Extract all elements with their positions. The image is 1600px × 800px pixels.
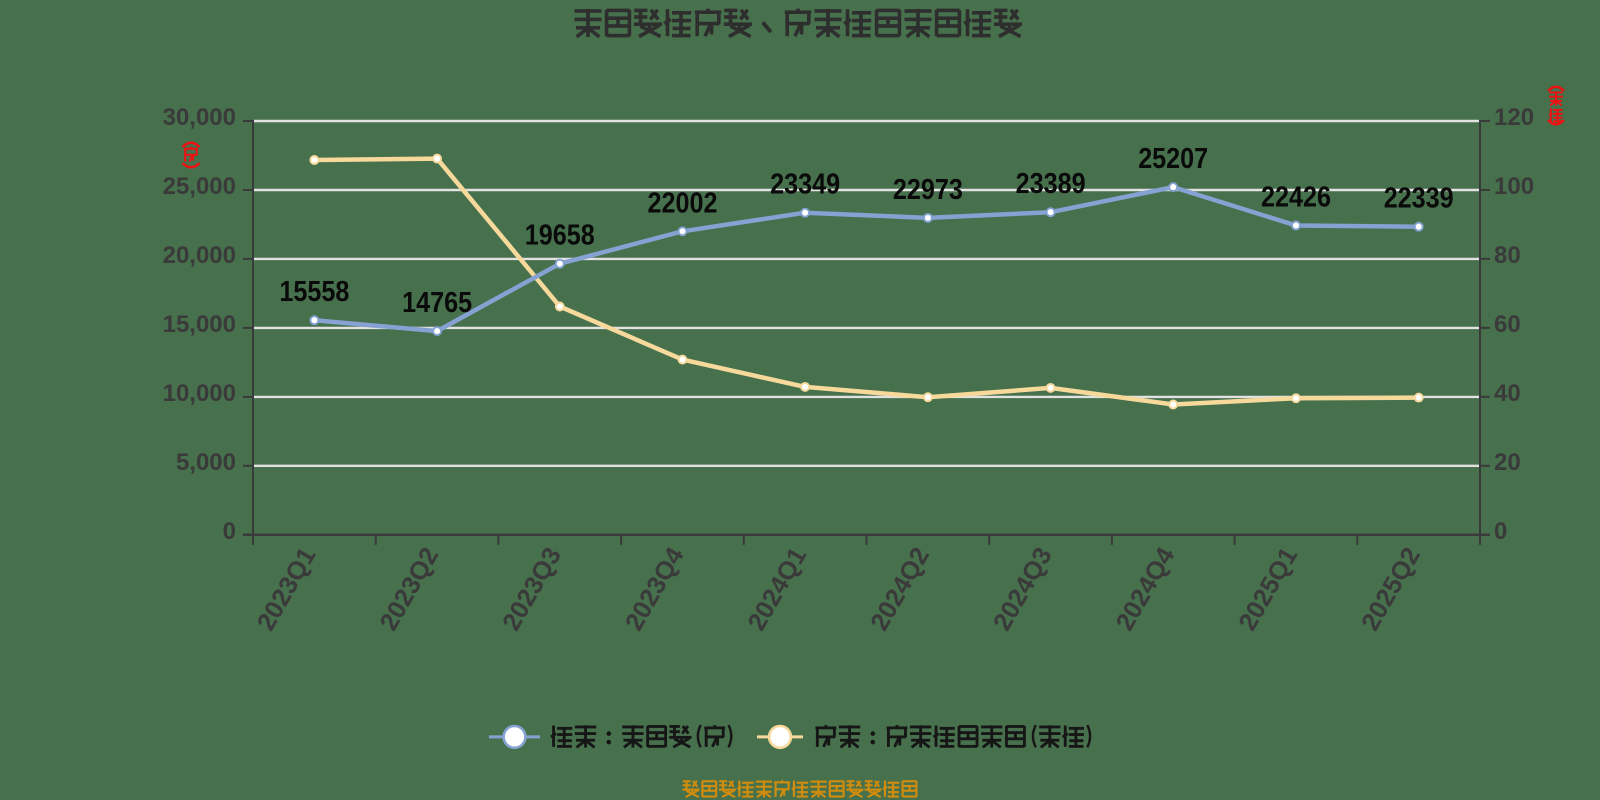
svg-text:23349: 23349 bbox=[770, 169, 840, 201]
svg-text:60: 60 bbox=[1494, 311, 1521, 338]
svg-text:0: 0 bbox=[1494, 518, 1507, 545]
svg-text:23389: 23389 bbox=[1016, 168, 1086, 200]
svg-text:19658: 19658 bbox=[525, 220, 595, 252]
svg-text:20,000: 20,000 bbox=[163, 242, 236, 269]
svg-text:15,000: 15,000 bbox=[163, 311, 236, 338]
svg-text:14765: 14765 bbox=[402, 287, 472, 319]
svg-text:22426: 22426 bbox=[1261, 182, 1331, 214]
svg-text:0: 0 bbox=[223, 518, 236, 545]
svg-text:10,000: 10,000 bbox=[163, 380, 236, 407]
svg-text:22973: 22973 bbox=[893, 174, 963, 206]
svg-text:30,000: 30,000 bbox=[163, 104, 236, 131]
svg-text:15558: 15558 bbox=[279, 276, 349, 308]
svg-text:22339: 22339 bbox=[1384, 183, 1454, 215]
svg-text:100: 100 bbox=[1494, 173, 1534, 200]
svg-text:25207: 25207 bbox=[1138, 143, 1208, 175]
svg-text:25,000: 25,000 bbox=[163, 173, 236, 200]
svg-text:20: 20 bbox=[1494, 449, 1521, 476]
svg-text:5,000: 5,000 bbox=[176, 449, 236, 476]
svg-text:120: 120 bbox=[1494, 104, 1534, 131]
svg-text:80: 80 bbox=[1494, 242, 1521, 269]
svg-text:22002: 22002 bbox=[648, 187, 718, 219]
svg-text:40: 40 bbox=[1494, 380, 1521, 407]
